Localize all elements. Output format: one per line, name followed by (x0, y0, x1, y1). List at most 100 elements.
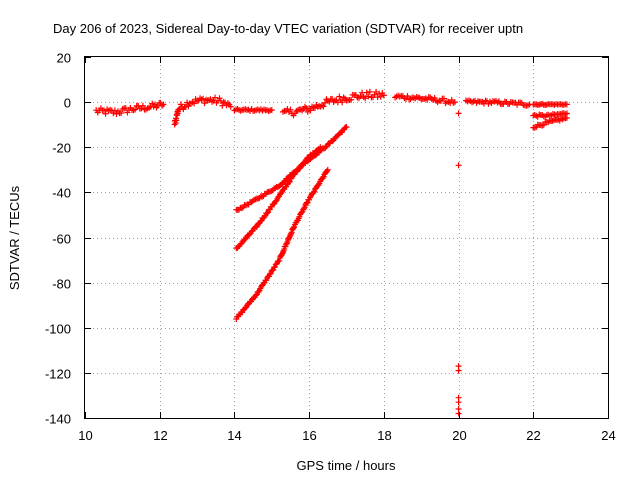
data-point (300, 205, 307, 212)
data-point (549, 117, 556, 124)
x-axis-title: GPS time / hours (297, 458, 396, 473)
x-tick-label: 20 (452, 428, 466, 443)
data-point (539, 100, 546, 107)
y-tick-label: 0 (64, 96, 71, 111)
data-point (252, 196, 259, 203)
data-point (279, 250, 286, 257)
data-point (324, 166, 331, 173)
data-point (238, 205, 245, 212)
data-point (118, 109, 125, 116)
data-point (261, 214, 268, 221)
data-point (451, 99, 458, 106)
data-point (220, 99, 227, 106)
data-point (288, 229, 295, 236)
data-point (339, 99, 346, 106)
data-point (348, 96, 355, 103)
data-point (563, 114, 570, 121)
data-point (539, 122, 546, 129)
data-point (320, 103, 327, 110)
y-axis-title: SDTVAR / TECUs (7, 185, 22, 290)
chart-title: Day 206 of 2023, Sidereal Day-to-day VTE… (53, 21, 523, 36)
data-point (290, 224, 297, 231)
data-point (201, 100, 208, 107)
x-tick-label: 16 (302, 428, 316, 443)
data-point (373, 88, 380, 95)
data-point (212, 94, 219, 101)
data-point (440, 95, 447, 102)
data-point (317, 144, 324, 151)
data-point (455, 399, 462, 406)
data-point (159, 102, 166, 109)
data-point (189, 99, 196, 106)
data-point (380, 92, 387, 99)
data-point (366, 88, 373, 95)
x-tick-label: 14 (227, 428, 241, 443)
data-point (455, 410, 462, 417)
chart-grid (85, 57, 608, 418)
data-point (268, 107, 275, 114)
plot-frame (84, 56, 609, 419)
data-point (362, 95, 369, 102)
data-point (286, 178, 293, 185)
data-point (357, 93, 364, 100)
x-tick-label: 24 (601, 428, 615, 443)
data-point (132, 106, 139, 113)
data-point (242, 305, 249, 312)
data-point (288, 230, 295, 237)
data-point (160, 101, 167, 108)
chart-axes: 10 12 14 16 18 20 22 24 -140 -120 -100 -80 -60 -40 -20… (45, 51, 616, 444)
data-point (307, 107, 314, 114)
y-tick-label: -120 (45, 367, 71, 382)
data-point (217, 97, 224, 104)
y-tick-label: -100 (45, 322, 71, 337)
data-point (259, 193, 266, 200)
data-point (311, 105, 318, 112)
data-point (310, 189, 317, 196)
data-point (264, 210, 271, 217)
y-tick-label: -80 (52, 277, 71, 292)
y-tick-label: -60 (52, 232, 71, 247)
data-point (563, 101, 570, 108)
data-point (139, 102, 146, 109)
data-point (242, 202, 249, 209)
data-point (227, 103, 234, 110)
data-point (377, 93, 384, 100)
y-tick-label: -40 (52, 186, 71, 201)
data-point (455, 110, 462, 117)
data-point (276, 257, 283, 264)
data-point (404, 93, 411, 100)
data-point (257, 218, 264, 225)
data-point (266, 271, 273, 278)
data-point (455, 162, 462, 169)
data-point (277, 190, 284, 197)
data-point (363, 89, 370, 96)
y-tick-label: 20 (57, 51, 71, 66)
data-point (559, 116, 566, 123)
data-layer (93, 88, 570, 417)
data-point (376, 90, 383, 97)
data-point (365, 93, 372, 100)
y-tick-label: -20 (52, 141, 71, 156)
data-point (255, 288, 262, 295)
data-point (157, 99, 164, 106)
data-point (272, 184, 279, 191)
data-point (252, 292, 259, 299)
data-point (200, 95, 207, 102)
data-point (343, 123, 350, 130)
data-point (533, 112, 540, 119)
x-tick-label: 22 (526, 428, 540, 443)
x-tick-label: 10 (78, 428, 92, 443)
data-point (416, 94, 423, 101)
data-point (173, 117, 180, 124)
data-point (336, 93, 343, 100)
data-point (111, 107, 118, 114)
data-point (304, 108, 311, 115)
data-point (177, 101, 184, 108)
x-tick-label: 12 (153, 428, 167, 443)
y-tick-label: -140 (45, 412, 71, 427)
data-point (319, 175, 326, 182)
data-point (185, 103, 192, 110)
data-point (455, 367, 462, 374)
data-point (422, 95, 429, 102)
